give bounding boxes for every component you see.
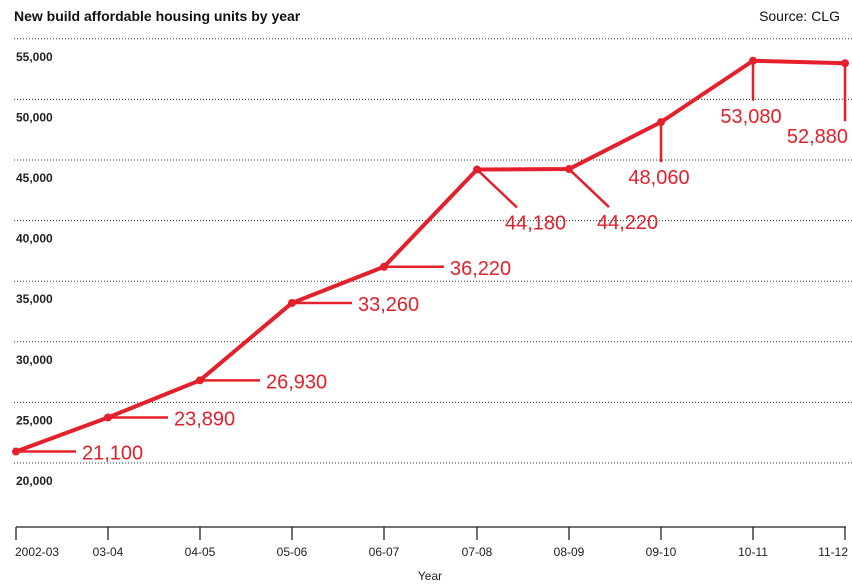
data-label: 53,080 xyxy=(720,106,781,128)
x-tick-label: 06-07 xyxy=(369,545,400,559)
x-tick-label: 08-09 xyxy=(554,545,585,559)
y-tick-label: 20,000 xyxy=(16,474,53,488)
x-tick-label: 2002-03 xyxy=(15,545,59,559)
y-tick-label: 35,000 xyxy=(16,292,53,306)
leader-line xyxy=(568,168,610,208)
y-tick-label: 25,000 xyxy=(16,413,53,427)
data-label: 48,060 xyxy=(628,167,689,189)
y-tick-label: 30,000 xyxy=(16,353,53,367)
y-tick-label: 40,000 xyxy=(16,232,53,246)
data-label: 26,930 xyxy=(266,371,327,393)
x-tick-label: 04-05 xyxy=(185,545,216,559)
data-label: 36,220 xyxy=(450,258,511,280)
data-label: 21,100 xyxy=(82,443,143,465)
data-label: 23,890 xyxy=(174,408,235,430)
y-tick-label: 45,000 xyxy=(16,171,53,185)
x-tick-label: 11-12 xyxy=(818,545,848,559)
y-tick-label: 50,000 xyxy=(16,110,53,124)
chart-title: New build affordable housing units by ye… xyxy=(14,8,301,24)
data-label: 52,880 xyxy=(787,126,848,148)
data-label: 44,220 xyxy=(597,212,658,234)
x-axis-label: Year xyxy=(418,569,442,583)
x-tick-label: 10-11 xyxy=(738,545,768,559)
x-tick-label: 03-04 xyxy=(93,545,124,559)
data-label: 33,260 xyxy=(358,294,419,316)
y-tick-label: 55,000 xyxy=(16,50,53,64)
x-tick-label: 09-10 xyxy=(646,545,677,559)
chart-source: Source: CLG xyxy=(759,8,840,24)
data-label: 44,180 xyxy=(505,213,566,235)
leader-line xyxy=(476,168,518,209)
x-tick-label: 07-08 xyxy=(462,545,493,559)
series-line xyxy=(15,58,846,454)
x-tick-label: 05-06 xyxy=(277,545,308,559)
